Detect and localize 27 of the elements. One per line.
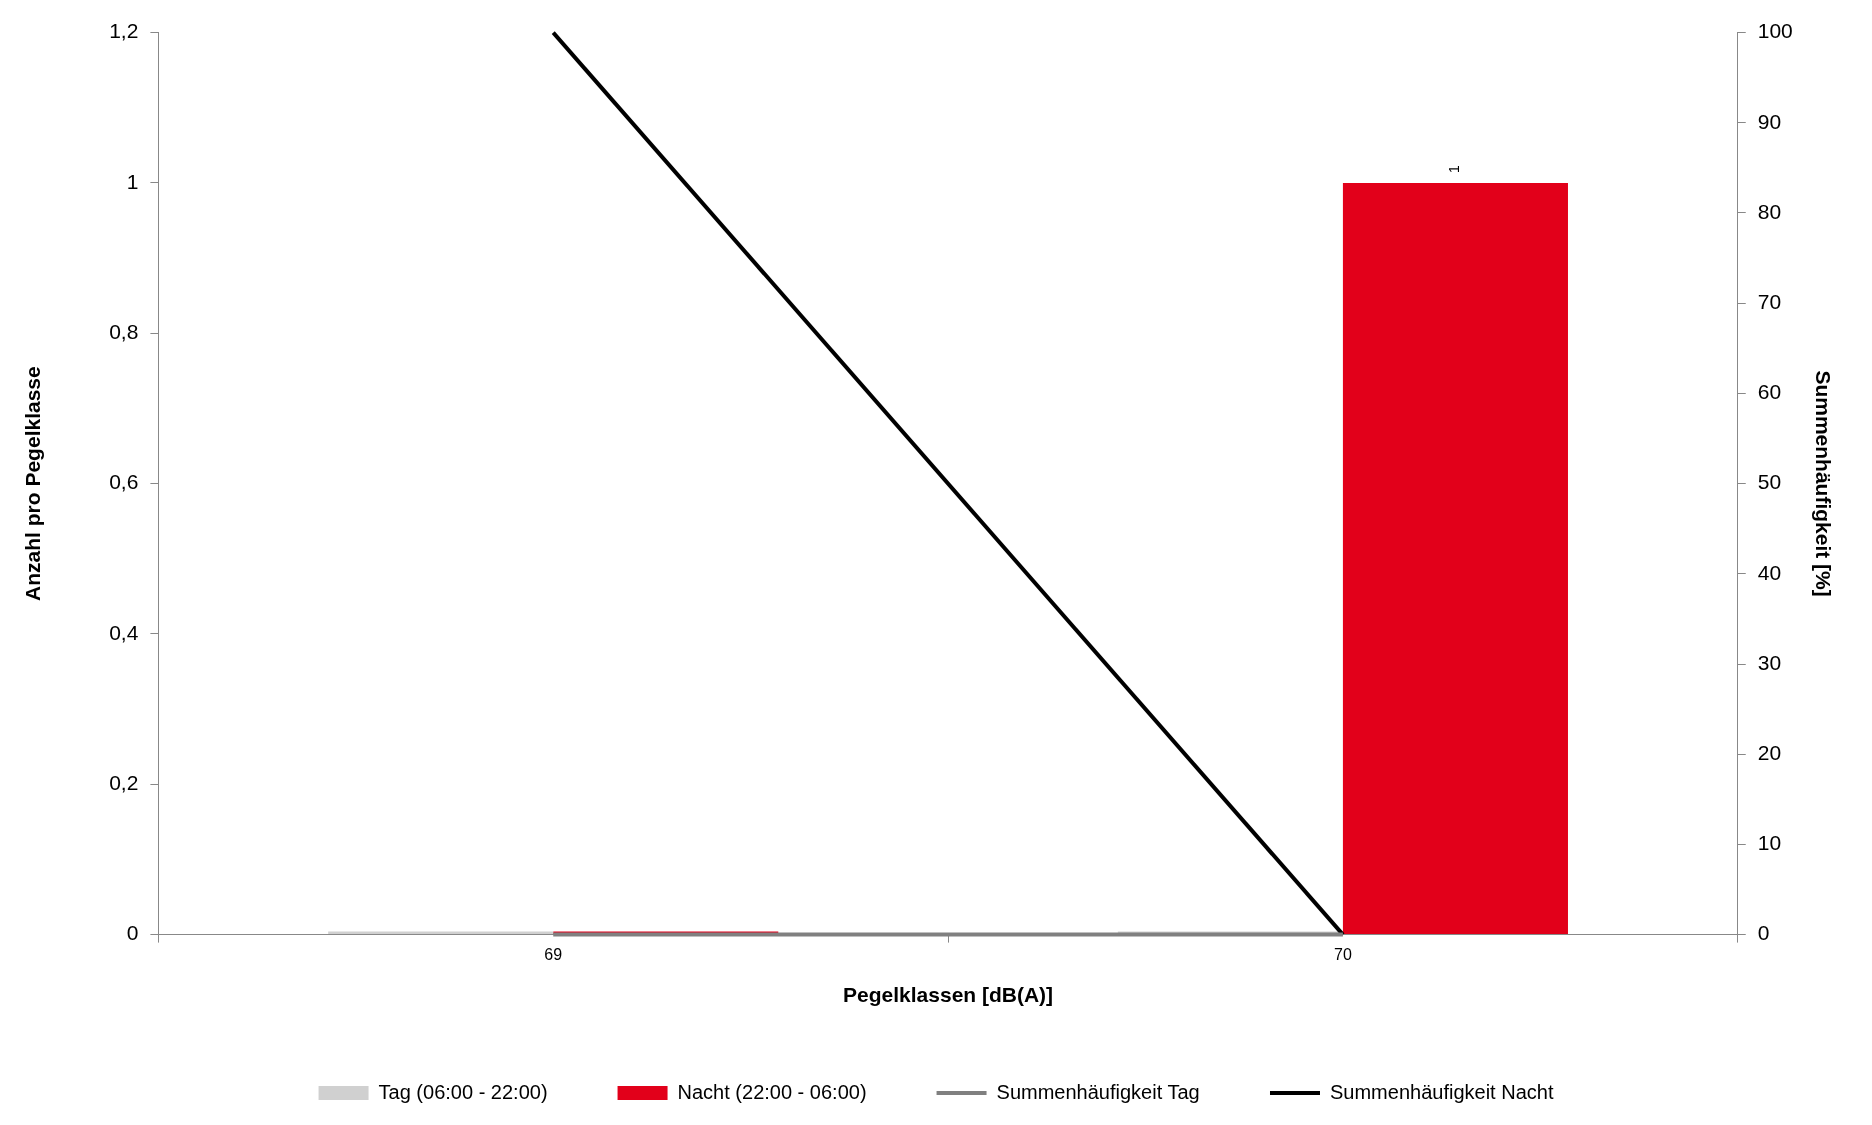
legend-label: Tag (06:00 - 22:00) [378, 1080, 548, 1103]
y-tick-label: 1 [126, 169, 139, 193]
y-tick-label: 1,2 [109, 19, 139, 43]
x-axis-title: Pegelklassen [dB(A)] [843, 983, 1054, 1007]
y2-tick-label: 30 [1757, 650, 1782, 674]
y-tick-label: 0,6 [109, 470, 139, 494]
y2-tick-label: 80 [1757, 199, 1782, 223]
y2-tick-label: 0 [1757, 921, 1770, 945]
y-axis-title: Anzahl pro Pegelklasse [21, 366, 45, 601]
y-tick-label: 0,2 [109, 771, 139, 795]
data-label: 1 [1446, 164, 1463, 173]
y-tick-label: 0 [126, 921, 139, 945]
y2-axis-title: Summenhäufigkeit [%] [1811, 370, 1835, 597]
y2-tick-label: 90 [1757, 109, 1782, 133]
legend-label: Summenhäufigkeit Tag [996, 1080, 1200, 1103]
y2-tick-label: 50 [1757, 470, 1782, 494]
y2-tick-label: 70 [1757, 290, 1782, 313]
legend-label: Summenhäufigkeit Nacht [1329, 1080, 1554, 1103]
y-tick-label: 0,8 [109, 320, 139, 344]
y2-tick-label: 60 [1757, 380, 1782, 404]
y2-tick-label: 20 [1757, 741, 1782, 764]
y2-tick-label: 40 [1757, 560, 1782, 584]
x-tick-label: 69 [544, 945, 563, 963]
legend-label: Nacht (22:00 - 06:00) [677, 1080, 867, 1103]
y2-tick-label: 10 [1757, 831, 1782, 855]
y-tick-label: 0,4 [109, 620, 139, 644]
y2-tick-label: 100 [1757, 19, 1793, 43]
